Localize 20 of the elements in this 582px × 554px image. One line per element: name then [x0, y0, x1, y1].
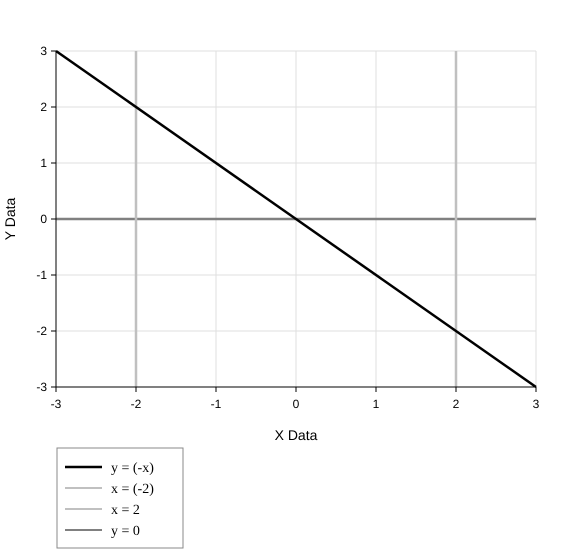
y-tick-label: 3: [40, 44, 48, 58]
legend-label: x = 2: [111, 503, 140, 518]
legend-label: x = (-2): [111, 482, 154, 497]
y-tick-label: 0: [40, 212, 48, 226]
x-axis-title: X Data: [274, 427, 318, 443]
y-tick-label: -1: [36, 268, 48, 282]
x-tick-label: -3: [50, 397, 62, 411]
y-tick-label: -3: [36, 380, 48, 394]
y-tick-label: 2: [40, 100, 48, 114]
x-tick-label: 2: [452, 397, 460, 411]
x-tick-label: -2: [130, 397, 142, 411]
x-tick-label: -1: [210, 397, 222, 411]
legend-label: y = (-x): [111, 461, 154, 476]
y-axis-title: Y Data: [2, 198, 18, 240]
y-tick-label: -2: [36, 324, 48, 338]
x-tick-label: 0: [292, 397, 300, 411]
legend-label: y = 0: [111, 524, 140, 539]
x-tick-label: 1: [372, 397, 380, 411]
x-tick-label: 3: [532, 397, 540, 411]
y-tick-label: 1: [40, 156, 48, 170]
